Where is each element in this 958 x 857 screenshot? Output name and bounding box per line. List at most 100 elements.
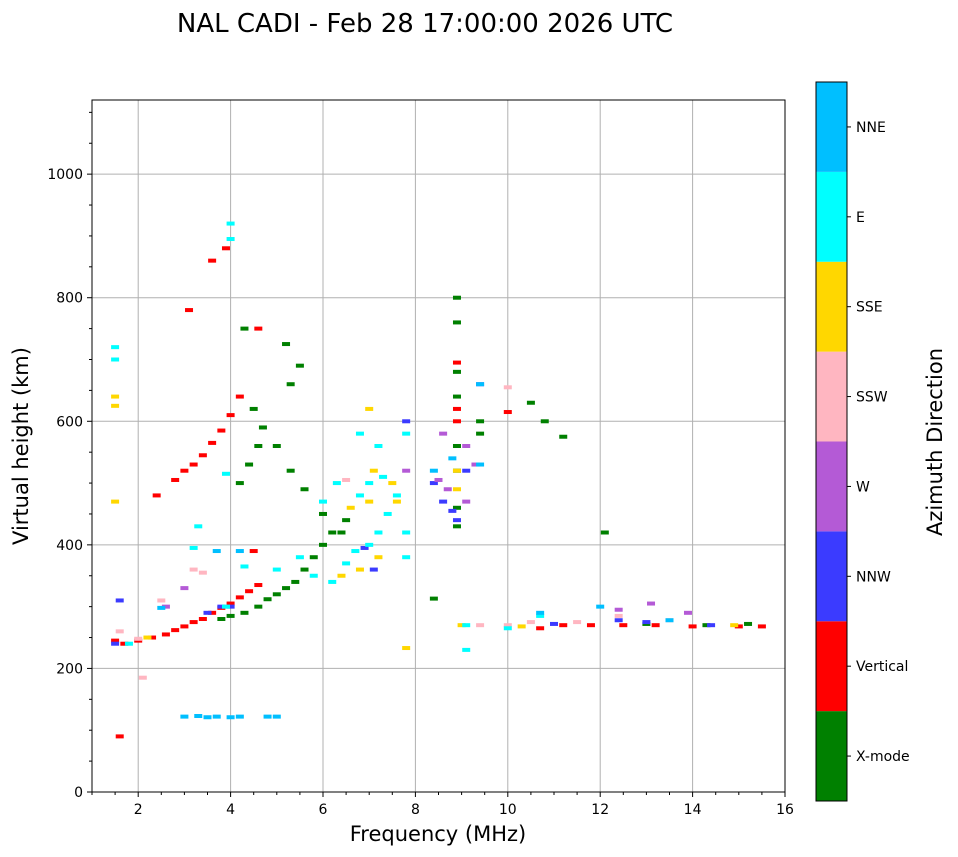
data-point-w <box>462 444 471 448</box>
data-point-x-mode <box>286 382 295 387</box>
data-point-w <box>180 586 189 591</box>
data-point-sse <box>111 394 120 399</box>
data-point-x-mode <box>744 621 753 626</box>
data-point-nne <box>194 714 203 719</box>
data-point-sse <box>730 623 739 628</box>
data-point-e <box>402 431 411 436</box>
data-point-sse <box>388 481 397 486</box>
data-point-sse <box>143 635 152 640</box>
data-point-sse <box>111 499 120 504</box>
data-point-e <box>374 444 383 448</box>
data-point-e <box>189 545 198 550</box>
data-point-vertical <box>536 626 545 631</box>
data-point-e <box>402 530 411 535</box>
data-point-vertical <box>115 734 124 739</box>
data-point-vertical <box>161 632 170 637</box>
data-point-sse <box>365 406 374 411</box>
data-point-vertical <box>245 589 254 594</box>
data-point-vertical <box>221 246 230 251</box>
colorbar-swatch-w <box>816 441 847 532</box>
data-point-vertical <box>254 583 263 588</box>
data-point-nnw <box>462 468 471 473</box>
data-point-nnw <box>550 621 558 626</box>
data-point-ssw <box>115 629 124 634</box>
data-point-w <box>402 468 411 473</box>
data-point-e <box>355 431 364 436</box>
colorbar-label-sse: SSE <box>856 300 883 316</box>
data-point-nnw <box>360 545 369 550</box>
data-point-ssw <box>198 570 207 575</box>
y-tick-label: 0 <box>74 785 83 801</box>
data-point-x-mode <box>291 579 300 584</box>
data-point-vertical <box>198 617 207 621</box>
data-point-vertical <box>235 394 244 399</box>
data-point-x-mode <box>254 444 263 448</box>
data-point-vertical <box>226 601 235 606</box>
y-tick-label: 600 <box>56 414 83 430</box>
data-point-e <box>328 579 337 584</box>
data-point-vertical <box>208 258 217 263</box>
data-point-nnw <box>402 419 411 424</box>
data-point-nnw <box>115 598 124 603</box>
y-tick-label: 800 <box>56 291 83 307</box>
colorbar-label-e: E <box>856 210 865 226</box>
data-point-vertical <box>452 419 461 424</box>
data-point-x-mode <box>452 320 461 325</box>
data-point-x-mode <box>476 419 485 424</box>
data-point-nne <box>212 549 221 554</box>
data-point-nnw <box>439 499 448 504</box>
data-point-x-mode <box>559 434 568 439</box>
data-point-x-mode <box>452 505 461 510</box>
data-point-w <box>614 607 623 612</box>
data-point-x-mode <box>226 613 235 618</box>
data-point-e <box>365 542 374 547</box>
data-point-e <box>462 623 471 628</box>
x-axis-label: Frequency (MHz) <box>350 822 526 846</box>
data-point-e <box>295 555 304 560</box>
x-tick-label: 8 <box>411 802 420 818</box>
x-tick-label: 16 <box>776 802 794 818</box>
data-point-e <box>111 345 120 350</box>
data-point-x-mode <box>286 468 295 473</box>
data-point-nnw <box>429 481 438 486</box>
colorbar-label-nne: NNE <box>856 120 886 136</box>
data-point-vertical <box>180 624 189 629</box>
data-point-vertical <box>586 623 595 628</box>
y-tick-label: 400 <box>56 538 83 554</box>
data-point-nne <box>476 462 485 467</box>
data-point-ssw <box>614 613 623 618</box>
data-point-ssw <box>476 623 485 628</box>
data-point-vertical <box>208 610 217 615</box>
data-point-ssw <box>157 598 166 603</box>
data-point-vertical <box>619 623 628 628</box>
data-point-vertical <box>152 493 161 498</box>
colorbar-label-x-mode: X-mode <box>856 749 910 765</box>
data-point-e <box>379 474 388 479</box>
data-point-nne <box>596 604 605 609</box>
data-point-x-mode <box>300 487 309 492</box>
data-point-vertical <box>180 468 189 473</box>
data-point-x-mode <box>540 419 549 424</box>
data-point-w <box>439 431 448 436</box>
data-point-e <box>226 221 235 226</box>
data-point-sse <box>457 623 466 628</box>
data-point-vertical <box>208 440 217 445</box>
data-point-nne <box>235 549 244 554</box>
colorbar-swatch-nne <box>816 82 847 172</box>
data-point-vertical <box>148 635 157 640</box>
data-point-sse <box>402 646 411 651</box>
data-point-w <box>434 477 443 482</box>
data-point-nnw <box>707 623 716 628</box>
data-point-vertical <box>226 413 235 418</box>
data-point-nnw <box>614 618 623 623</box>
data-point-e <box>462 647 471 652</box>
data-point-vertical <box>651 623 660 628</box>
colorbar-label-vertical: Vertical <box>856 659 908 675</box>
data-point-e <box>309 573 318 578</box>
data-point-e <box>402 555 411 560</box>
data-point-e <box>240 564 249 569</box>
data-point-sse <box>374 555 383 560</box>
data-point-vertical <box>559 623 568 628</box>
colorbar-swatch-x-mode <box>816 711 847 801</box>
